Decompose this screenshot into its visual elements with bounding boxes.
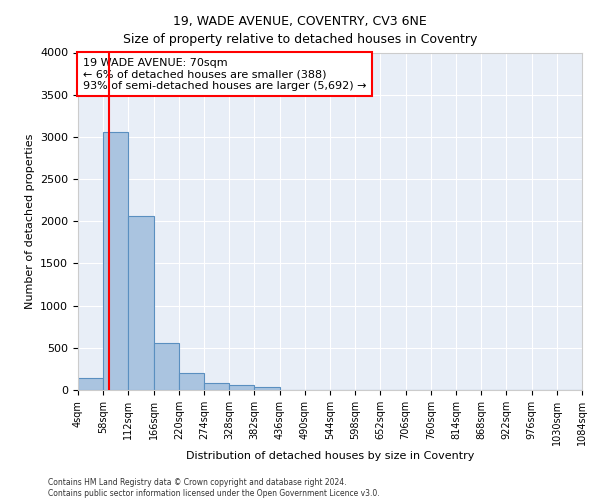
Bar xyxy=(103,132,128,390)
Text: Contains HM Land Registry data © Crown copyright and database right 2024.
Contai: Contains HM Land Registry data © Crown c… xyxy=(48,478,380,498)
X-axis label: Distribution of detached houses by size in Coventry: Distribution of detached houses by size … xyxy=(186,450,474,460)
Text: 19, WADE AVENUE, COVENTRY, CV3 6NE: 19, WADE AVENUE, COVENTRY, CV3 6NE xyxy=(173,15,427,28)
Bar xyxy=(179,373,204,390)
Text: Size of property relative to detached houses in Coventry: Size of property relative to detached ho… xyxy=(123,32,477,46)
Bar xyxy=(204,383,229,390)
Bar xyxy=(229,386,254,390)
Text: 19 WADE AVENUE: 70sqm
← 6% of detached houses are smaller (388)
93% of semi-deta: 19 WADE AVENUE: 70sqm ← 6% of detached h… xyxy=(83,58,367,91)
Bar xyxy=(154,343,179,390)
Y-axis label: Number of detached properties: Number of detached properties xyxy=(25,134,35,309)
Bar xyxy=(128,216,154,390)
Bar xyxy=(254,386,280,390)
Bar xyxy=(78,378,103,390)
